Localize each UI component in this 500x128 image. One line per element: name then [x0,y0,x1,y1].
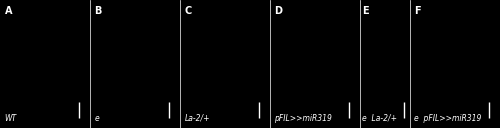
Text: C: C [184,6,192,16]
Text: B: B [94,6,102,16]
Text: D: D [274,6,282,16]
Text: E: E [362,6,369,16]
Text: e  pFIL>>miR319: e pFIL>>miR319 [414,114,482,123]
Text: A: A [4,6,12,16]
Text: La-2/+: La-2/+ [184,114,210,123]
Text: WT: WT [4,114,16,123]
Text: e  La-2/+: e La-2/+ [362,114,398,123]
Text: e: e [94,114,99,123]
Text: pFIL>>miR319: pFIL>>miR319 [274,114,332,123]
Text: F: F [414,6,421,16]
